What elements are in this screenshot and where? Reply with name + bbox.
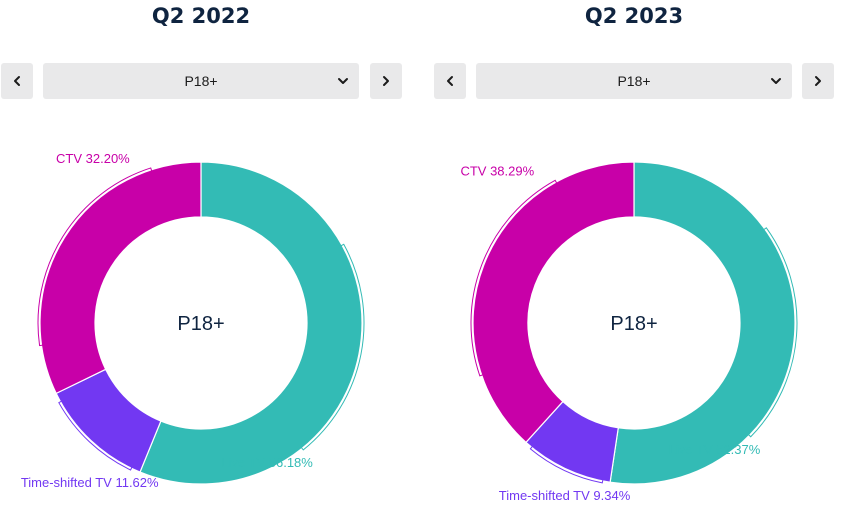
donut-center-label: P18+	[610, 313, 657, 335]
donut-chart: Live TV 56.18% Time-shifted TV 11.62% CTV …	[21, 151, 365, 490]
slice-bracket-live-tv	[747, 227, 798, 438]
next-button[interactable]	[370, 63, 402, 99]
chevron-left-icon	[14, 76, 20, 86]
slice-bracket-live-tv	[300, 243, 365, 451]
audience-select[interactable]: P18+	[43, 63, 359, 99]
slice-label-ctv: CTV 32.20%	[56, 151, 130, 166]
slice-label-time-shifted-tv: Time-shifted TV 9.34%	[499, 488, 631, 503]
chevron-right-icon	[383, 76, 389, 86]
audience-select[interactable]: P18+	[476, 63, 792, 99]
slice-label-live-tv: Live TV 52.37%	[669, 442, 761, 457]
prev-button[interactable]	[1, 63, 33, 99]
audience-select-value: P18+	[184, 73, 218, 89]
audience-select-value: P18+	[617, 73, 651, 89]
donut-slice-ctv[interactable]	[472, 161, 635, 444]
donut-chart: Live TV 52.37% Time-shifted TV 9.34% CTV 3…	[460, 161, 798, 503]
chevron-down-icon	[771, 78, 781, 84]
slice-label-live-tv: Live TV 56.18%	[221, 455, 313, 470]
slice-bracket-ctv	[470, 179, 558, 377]
donut-slice-live-tv[interactable]	[609, 161, 796, 485]
panel-title: Q2 2022	[151, 4, 251, 28]
next-button[interactable]	[802, 63, 834, 99]
chevron-left-icon	[447, 76, 453, 86]
chevron-right-icon	[815, 76, 821, 86]
chart-panel-q2-2022: Q2 2022 P18+ Live TV 56.18% Time-shifted …	[0, 0, 402, 513]
slice-label-time-shifted-tv: Time-shifted TV 11.62%	[21, 475, 159, 490]
chevron-down-icon	[338, 78, 348, 84]
chart-panel-q2-2023: Q2 2023 P18+ Live TV 52.37% Time-shifted …	[433, 0, 835, 513]
panel-title: Q2 2023	[584, 4, 684, 28]
slice-bracket-ctv	[37, 167, 153, 347]
slice-bracket-time-shifted-tv	[58, 400, 133, 471]
prev-button[interactable]	[434, 63, 466, 99]
donut-center-label: P18+	[177, 313, 224, 335]
donut-slice-ctv[interactable]	[39, 161, 202, 395]
slice-bracket-time-shifted-tv	[529, 445, 604, 484]
slice-label-ctv: CTV 38.29%	[460, 163, 534, 178]
